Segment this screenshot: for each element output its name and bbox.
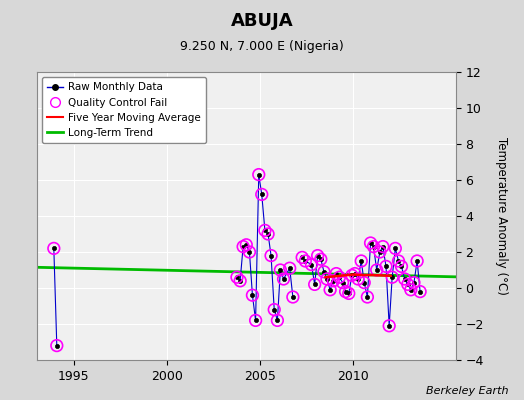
Quality Control Fail bbox=[397, 263, 406, 270]
Text: 9.250 N, 7.000 E (Nigeria): 9.250 N, 7.000 E (Nigeria) bbox=[180, 40, 344, 53]
Quality Control Fail bbox=[286, 265, 294, 271]
Y-axis label: Temperature Anomaly (°C): Temperature Anomaly (°C) bbox=[495, 137, 508, 295]
Quality Control Fail bbox=[391, 245, 399, 252]
Quality Control Fail bbox=[326, 286, 334, 293]
Quality Control Fail bbox=[376, 249, 384, 255]
Five Year Moving Average bbox=[359, 273, 366, 278]
Quality Control Fail bbox=[258, 191, 266, 198]
Quality Control Fail bbox=[329, 278, 337, 284]
Quality Control Fail bbox=[382, 263, 390, 270]
Quality Control Fail bbox=[233, 274, 241, 280]
Five Year Moving Average bbox=[341, 273, 347, 278]
Line: Five Year Moving Average: Five Year Moving Average bbox=[325, 274, 391, 277]
Quality Control Fail bbox=[50, 245, 58, 252]
Quality Control Fail bbox=[313, 252, 322, 259]
Quality Control Fail bbox=[289, 294, 297, 300]
Five Year Moving Average bbox=[332, 274, 338, 279]
Quality Control Fail bbox=[320, 269, 328, 275]
Quality Control Fail bbox=[363, 294, 372, 300]
Five Year Moving Average bbox=[350, 272, 356, 277]
Quality Control Fail bbox=[410, 279, 418, 286]
Five Year Moving Average bbox=[369, 273, 375, 278]
Quality Control Fail bbox=[360, 279, 368, 286]
Quality Control Fail bbox=[279, 276, 288, 282]
Quality Control Fail bbox=[267, 252, 275, 259]
Quality Control Fail bbox=[403, 281, 412, 288]
Quality Control Fail bbox=[255, 171, 263, 178]
Quality Control Fail bbox=[261, 227, 269, 234]
Raw Monthly Data bbox=[51, 246, 57, 251]
Quality Control Fail bbox=[351, 270, 359, 277]
Text: Berkeley Earth: Berkeley Earth bbox=[426, 386, 508, 396]
Quality Control Fail bbox=[307, 262, 315, 268]
Quality Control Fail bbox=[236, 278, 244, 284]
Five Year Moving Average bbox=[322, 275, 329, 280]
Quality Control Fail bbox=[310, 281, 319, 288]
Quality Control Fail bbox=[301, 258, 310, 264]
Quality Control Fail bbox=[239, 243, 247, 250]
Quality Control Fail bbox=[366, 240, 375, 246]
Line: Raw Monthly Data: Raw Monthly Data bbox=[52, 246, 59, 348]
Quality Control Fail bbox=[52, 342, 61, 349]
Quality Control Fail bbox=[298, 254, 307, 261]
Quality Control Fail bbox=[339, 279, 347, 286]
Quality Control Fail bbox=[373, 267, 381, 273]
Quality Control Fail bbox=[264, 231, 272, 237]
Quality Control Fail bbox=[270, 306, 278, 313]
Legend: Raw Monthly Data, Quality Control Fail, Five Year Moving Average, Long-Term Tren: Raw Monthly Data, Quality Control Fail, … bbox=[42, 77, 206, 143]
Five Year Moving Average bbox=[378, 273, 385, 278]
Quality Control Fail bbox=[323, 276, 331, 282]
Raw Monthly Data bbox=[53, 343, 60, 348]
Quality Control Fail bbox=[357, 258, 365, 264]
Quality Control Fail bbox=[276, 267, 285, 273]
Quality Control Fail bbox=[332, 270, 341, 277]
Quality Control Fail bbox=[245, 249, 254, 255]
Quality Control Fail bbox=[242, 242, 250, 248]
Text: ABUJA: ABUJA bbox=[231, 12, 293, 30]
Quality Control Fail bbox=[354, 276, 362, 282]
Quality Control Fail bbox=[345, 290, 353, 297]
Quality Control Fail bbox=[252, 317, 260, 324]
Quality Control Fail bbox=[369, 243, 378, 250]
Quality Control Fail bbox=[385, 322, 394, 329]
Quality Control Fail bbox=[348, 272, 356, 278]
Five Year Moving Average bbox=[388, 273, 394, 278]
Quality Control Fail bbox=[379, 243, 387, 250]
Quality Control Fail bbox=[273, 317, 281, 324]
Quality Control Fail bbox=[413, 258, 421, 264]
Quality Control Fail bbox=[400, 276, 409, 282]
Quality Control Fail bbox=[342, 288, 350, 295]
Quality Control Fail bbox=[388, 274, 396, 280]
Quality Control Fail bbox=[416, 288, 424, 295]
Quality Control Fail bbox=[394, 258, 402, 264]
Quality Control Fail bbox=[316, 256, 325, 262]
Quality Control Fail bbox=[248, 292, 257, 298]
Quality Control Fail bbox=[407, 286, 415, 293]
Quality Control Fail bbox=[335, 274, 344, 280]
